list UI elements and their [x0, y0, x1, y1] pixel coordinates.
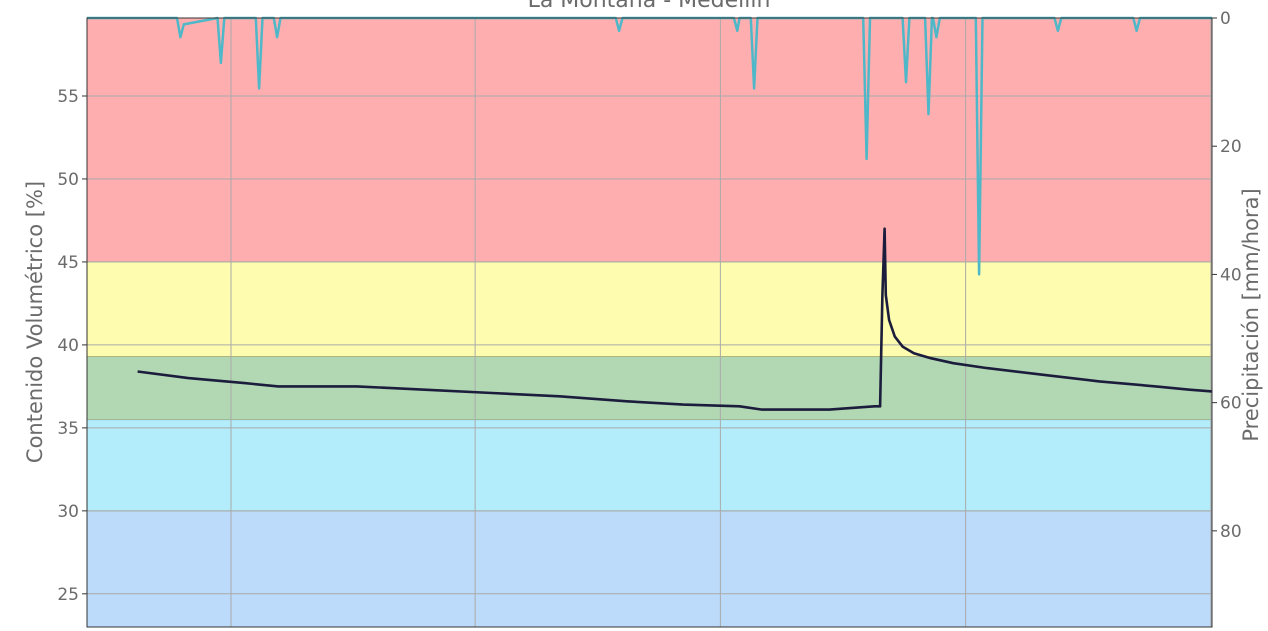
- left-tick-label: 35: [57, 419, 79, 439]
- right-tick-label: 40: [1220, 265, 1242, 285]
- right-tick-label: 20: [1220, 137, 1242, 157]
- left-tick-label: 40: [57, 336, 79, 356]
- band-green: [87, 356, 1212, 420]
- band-blue: [87, 510, 1212, 627]
- left-tick-label: 25: [57, 585, 79, 605]
- band-yellow: [87, 261, 1212, 357]
- y-axis-title: Contenido Volumétrico [%]: [23, 181, 47, 463]
- grid-lines: [87, 18, 1212, 627]
- y2-axis-title: Precipitación [mm/hora]: [1239, 188, 1263, 441]
- left-tick-label: 30: [57, 502, 79, 522]
- band-light-blue: [87, 419, 1212, 511]
- moisture-line: [137, 227, 1213, 411]
- plot-frame: [86, 17, 1213, 628]
- band-red: [87, 18, 1212, 262]
- left-axis-ticks: 25 30 35 40 45 50 55: [57, 87, 87, 605]
- left-tick-label: 50: [57, 170, 79, 190]
- left-tick-label: 55: [57, 87, 79, 107]
- threshold-bands: [87, 18, 1212, 627]
- chart-title: La Montaña - Medellín: [528, 0, 771, 13]
- left-tick-label: 45: [57, 253, 79, 273]
- right-axis-ticks: 0 20 40 60 80: [1212, 9, 1242, 542]
- right-tick-label: 60: [1220, 394, 1242, 414]
- right-tick-label: 0: [1220, 9, 1231, 29]
- right-tick-label: 80: [1220, 522, 1242, 542]
